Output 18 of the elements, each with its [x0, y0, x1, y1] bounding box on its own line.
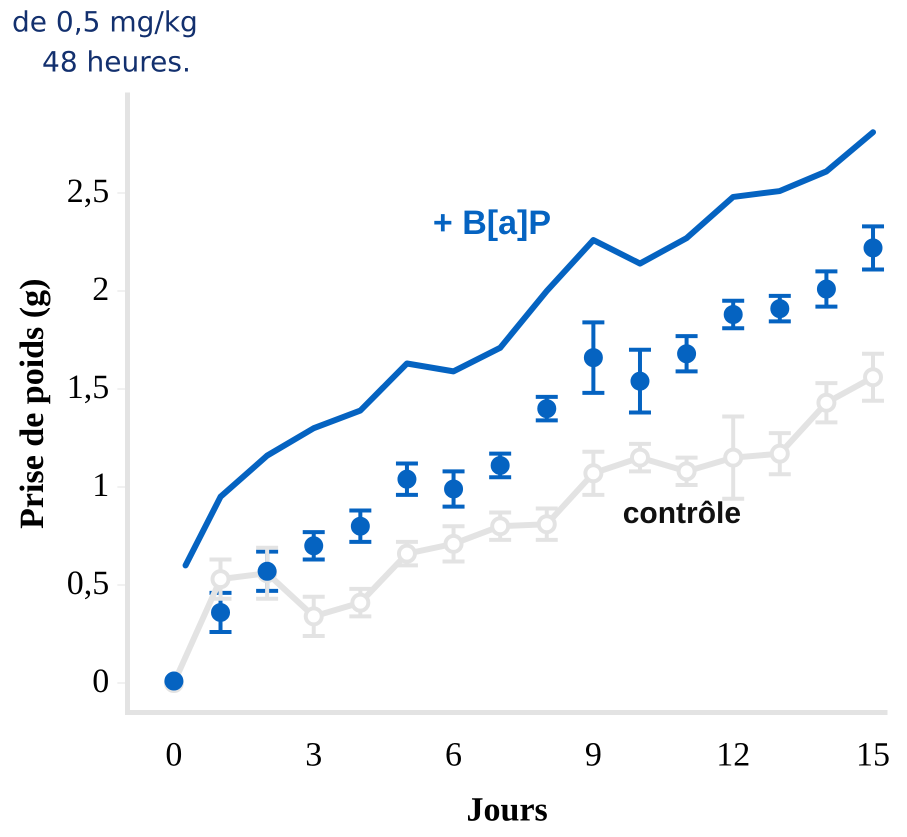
x-tick-label: 15 [856, 736, 890, 774]
y-tick-label: 2,5 [66, 172, 110, 210]
y-tick-label: 2 [92, 270, 110, 308]
text: de 0,5 mg/kg [12, 5, 198, 38]
y-tick-label: 1,5 [66, 368, 110, 406]
x-tick-label: 0 [165, 736, 182, 774]
y-tick-label: 0 [92, 662, 110, 700]
annotation: + B[a]P [432, 204, 552, 242]
x-tick-label: 3 [305, 736, 322, 774]
y-tick-label: 1 [92, 466, 110, 504]
y-axis-title: Prise de poids (g) [14, 278, 52, 529]
y-tick-label: 0,5 [66, 564, 110, 602]
x-tick-label: 12 [716, 736, 750, 774]
x-axis-title: Jours [466, 791, 548, 828]
annotation: contrôle [622, 497, 742, 530]
x-tick-label: 9 [584, 736, 602, 774]
x-tick-label: 6 [445, 736, 462, 774]
text: 48 heures. [42, 45, 191, 78]
